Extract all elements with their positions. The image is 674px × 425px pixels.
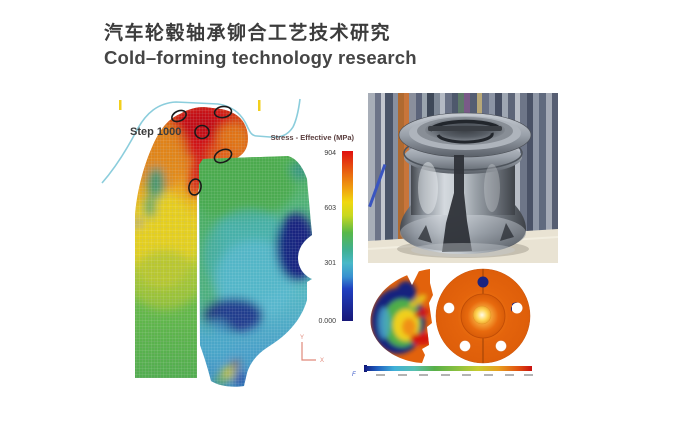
axis-x-label: X <box>320 358 324 364</box>
stress-legend: Stress - Effective (MPa) 904 603 301 0.0… <box>271 133 355 325</box>
fea-scale-tick-labels-illegible <box>376 374 533 376</box>
die-tick-mark-left <box>119 100 122 110</box>
step-label: Step 1000 <box>130 126 181 138</box>
axis-y-label: Y <box>300 335 304 341</box>
fea-flange-top-view <box>435 268 531 364</box>
fem-simulation-canvas: Step 1000 Stress - Effective (MPa) 904 6… <box>101 98 356 387</box>
legend-tick-0: 0.000 <box>318 318 336 325</box>
legend-tick-603: 603 <box>324 205 336 212</box>
coordinate-axis-marker: Y X <box>300 335 324 364</box>
defect-annotation-ellipses <box>171 105 233 196</box>
slide-title-chinese: 汽车轮毂轴承铆合工艺技术研究 <box>104 23 392 44</box>
center-bore <box>472 305 492 325</box>
bearing-photo-canvas <box>368 93 558 263</box>
legend-title: Stress - Effective (MPa) <box>271 133 355 142</box>
die-outline-curve <box>101 98 301 184</box>
tiny-watermark-glyph: F <box>352 372 356 378</box>
fem-stress-simulation-figure: Step 1000 Stress - Effective (MPa) 904 6… <box>100 95 362 395</box>
legend-tick-301: 301 <box>324 260 336 267</box>
bearing-part-photo <box>368 93 558 263</box>
fea-views-canvas <box>364 268 533 376</box>
legend-tick-904: 904 <box>324 150 336 157</box>
bolt-hole-top <box>477 276 489 288</box>
front-slot <box>442 155 472 252</box>
legend-color-bar <box>342 151 353 321</box>
bolt-hole-right <box>511 302 523 314</box>
fea-cross-section-view <box>370 269 433 363</box>
bolt-hole-bottom-right <box>495 340 507 352</box>
bearing-part <box>398 112 532 257</box>
die-tick-mark-right <box>258 100 261 111</box>
slide-title-english: Cold–forming technology research <box>104 47 417 68</box>
bolt-hole-bottom-left <box>459 340 471 352</box>
slide-title-block: 汽车轮毂轴承铆合工艺技术研究 Cold–forming technology r… <box>104 22 417 69</box>
fea-result-views-figure <box>362 265 562 390</box>
fea-color-scale <box>364 365 533 376</box>
fem-inner-workpiece-mesh <box>199 156 312 387</box>
bolt-hole-left <box>443 302 455 314</box>
